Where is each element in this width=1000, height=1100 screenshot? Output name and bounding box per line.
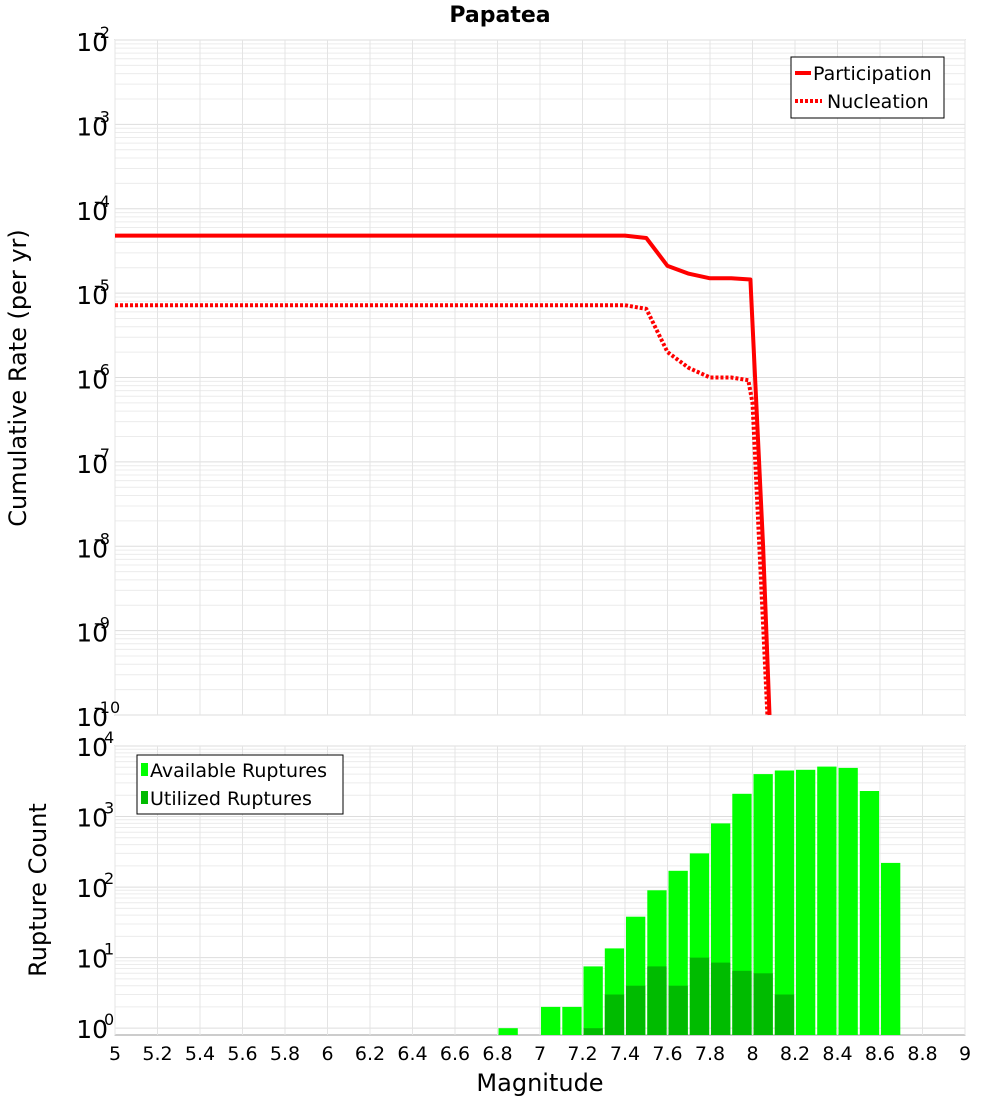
legend-utilized-label: Utilized Ruptures [150, 788, 312, 810]
rate-legend: Participation Nucleation [790, 56, 945, 119]
legend-nucleation-label: Nucleation [827, 91, 929, 113]
available-ruptures-bar [498, 1028, 518, 1035]
rate-plot-lines [115, 233, 772, 716]
chart-title: Papatea [449, 3, 550, 28]
utilized-ruptures-bar [668, 985, 688, 1035]
rate-y-tick-base: 10 [76, 28, 108, 57]
available-ruptures-bar [881, 862, 901, 1035]
x-tick-label: 6.6 [440, 1043, 470, 1065]
series-line-participation [115, 233, 772, 716]
utilized-ruptures-bar [583, 1028, 603, 1035]
x-tick-label: 5.4 [185, 1043, 215, 1065]
available-ruptures-bar [817, 766, 837, 1035]
rate-y-tick-base: 10 [76, 112, 108, 141]
rate-plot-panel: 10-210-310-410-510-610-710-810-910-10 Cu… [4, 23, 966, 732]
rate-y-tick-exponent: -7 [94, 445, 110, 464]
count-y-tick-exponent: 3 [104, 799, 114, 818]
x-tick-label: 5.8 [270, 1043, 300, 1065]
count-y-tick-exponent: 4 [104, 728, 114, 747]
count-y-tick-base: 10 [76, 1015, 108, 1044]
rate-legend-box [790, 56, 945, 119]
rate-y-tick-exponent: -9 [94, 614, 110, 633]
available-ruptures-bar [796, 769, 816, 1035]
rate-plot-grid [114, 39, 966, 716]
utilized-ruptures-bar [689, 957, 710, 1035]
rate-y-axis-label: Cumulative Rate (per yr) [4, 229, 32, 527]
available-ruptures-bar [774, 770, 795, 1035]
x-tick-label: 8 [746, 1043, 758, 1065]
count-plot-bars [498, 766, 901, 1035]
rate-plot-y-ticks: 10-210-310-410-510-610-710-810-910-10 [76, 23, 120, 732]
utilized-ruptures-bar [647, 966, 667, 1035]
x-tick-label: 8.8 [907, 1043, 937, 1065]
rate-y-tick-exponent: -2 [94, 23, 110, 42]
rate-y-tick-base: 10 [76, 197, 108, 226]
count-legend-box [136, 754, 344, 815]
x-tick-label: 7.8 [695, 1043, 725, 1065]
legend-utilized-swatch [141, 791, 148, 804]
rate-y-tick-exponent: -4 [94, 192, 110, 211]
rate-y-tick-base: 10 [76, 366, 108, 395]
x-axis-label: Magnitude [476, 1069, 603, 1097]
rate-y-tick-base: 10 [76, 619, 108, 648]
utilized-ruptures-bar [711, 962, 731, 1035]
x-tick-label: 6.8 [482, 1043, 512, 1065]
utilized-ruptures-bar [626, 985, 646, 1035]
rate-y-tick-exponent: -6 [94, 361, 110, 380]
count-y-tick-base: 10 [76, 733, 108, 762]
rate-y-tick-exponent: -5 [94, 276, 110, 295]
x-tick-label: 8.6 [865, 1043, 895, 1065]
count-y-tick-base: 10 [76, 804, 108, 833]
count-y-tick-base: 10 [76, 874, 108, 903]
available-ruptures-bar [753, 774, 773, 1035]
count-plot-x-ticks: 5 5.2 5.4 5.6 5.8 6 6.2 6.4 6.6 6.8 7 7.2 7.4 7.6 7.8 8… [109, 1043, 971, 1065]
utilized-ruptures-bar [604, 994, 625, 1035]
rate-y-tick-exponent: -8 [94, 529, 110, 548]
utilized-ruptures-bar [732, 970, 752, 1035]
count-y-tick-exponent: 2 [104, 869, 114, 888]
rate-y-tick-base: 10 [76, 534, 108, 563]
rate-y-tick-base: 10 [76, 450, 108, 479]
x-tick-label: 7.6 [652, 1043, 682, 1065]
utilized-ruptures-bar [774, 994, 795, 1035]
count-y-tick-exponent: 0 [104, 1010, 114, 1029]
x-tick-label: 8.2 [780, 1043, 810, 1065]
rate-y-tick-base: 10 [76, 703, 108, 732]
rate-y-tick-exponent: -3 [94, 107, 110, 126]
x-tick-label: 5 [109, 1043, 121, 1065]
rate-y-tick-exponent: -10 [94, 698, 120, 717]
x-tick-label: 6.2 [355, 1043, 385, 1065]
x-tick-label: 5.2 [142, 1043, 172, 1065]
x-tick-label: 9 [959, 1043, 971, 1065]
x-tick-label: 6 [321, 1043, 333, 1065]
x-tick-label: 7.4 [610, 1043, 640, 1065]
count-y-tick-base: 10 [76, 945, 108, 974]
available-ruptures-bar [583, 966, 603, 1035]
series-line-nucleation [115, 303, 770, 716]
x-tick-label: 6.4 [397, 1043, 427, 1065]
available-ruptures-bar [562, 1006, 582, 1035]
rate-y-tick-base: 10 [76, 281, 108, 310]
x-tick-label: 7 [534, 1043, 546, 1065]
legend-available-label: Available Ruptures [150, 760, 327, 782]
legend-participation-label: Participation [813, 63, 932, 85]
count-legend: Available Ruptures Utilized Ruptures [136, 754, 344, 815]
x-tick-label: 7.2 [567, 1043, 597, 1065]
available-ruptures-bar [541, 1006, 561, 1035]
x-tick-label: 8.4 [822, 1043, 852, 1065]
legend-available-swatch [141, 763, 148, 776]
count-y-tick-exponent: 1 [104, 940, 114, 959]
x-tick-label: 5.6 [227, 1043, 257, 1065]
utilized-ruptures-bar [753, 973, 773, 1035]
available-ruptures-bar [838, 767, 858, 1035]
count-y-axis-label: Rupture Count [24, 803, 52, 977]
available-ruptures-bar [859, 791, 880, 1035]
